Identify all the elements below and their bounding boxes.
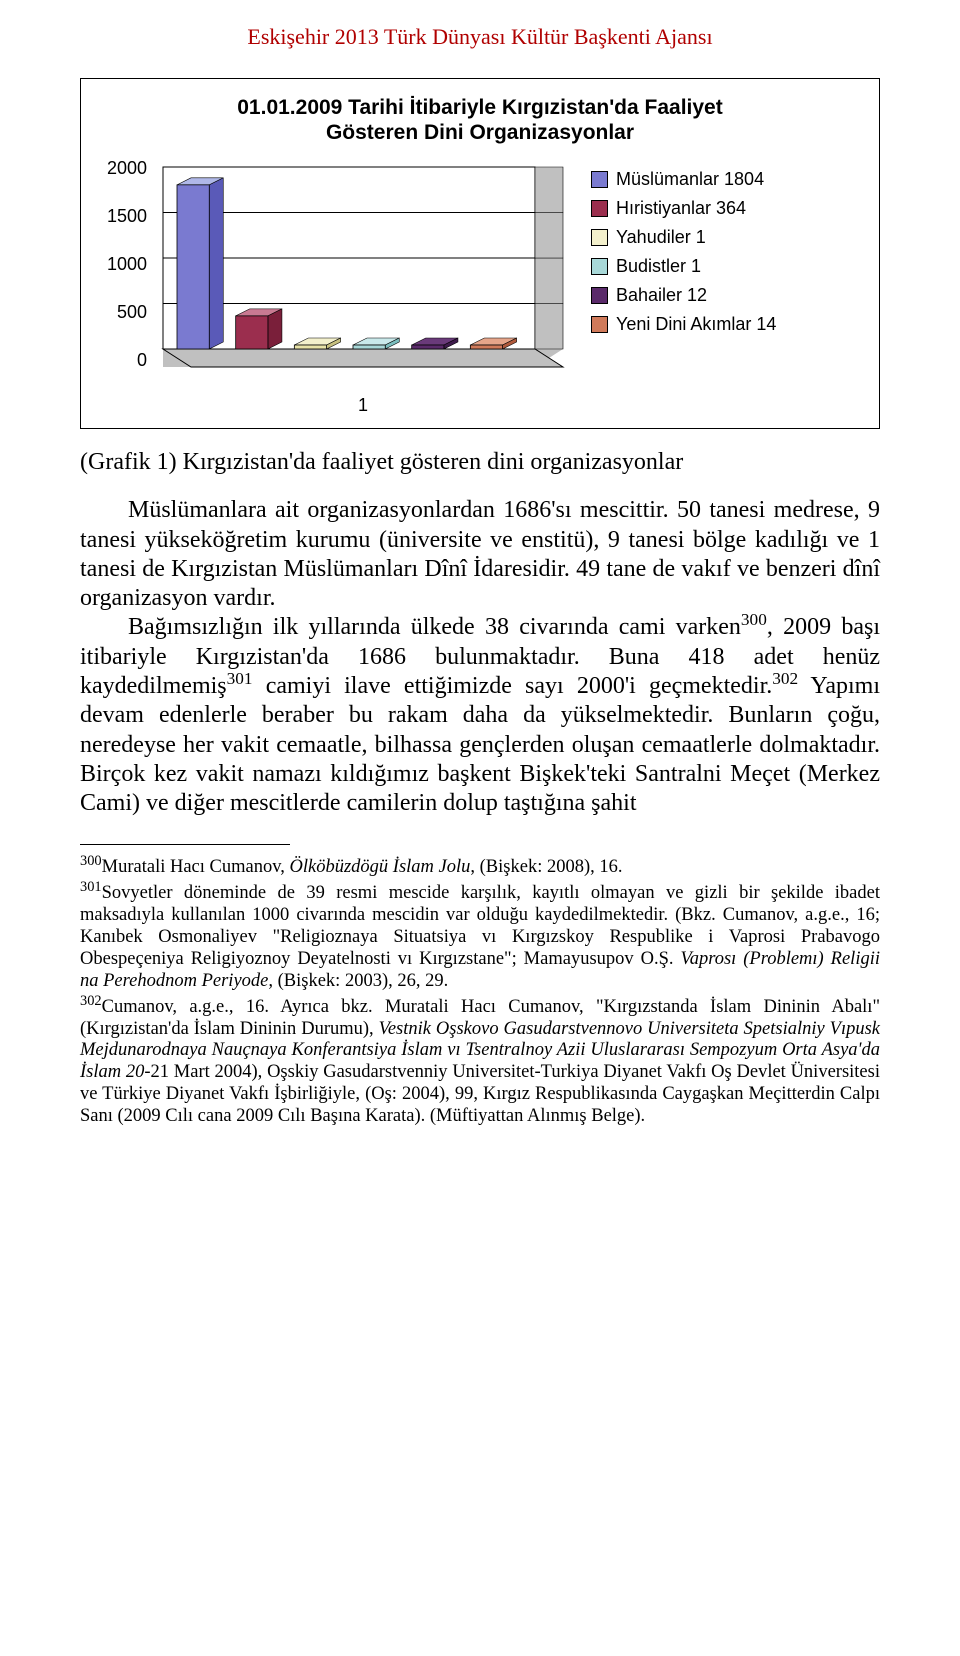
ytick-3: 500 <box>93 303 147 321</box>
running-head: Eskişehir 2013 Türk Dünyası Kültür Başke… <box>80 24 880 50</box>
legend-label-5: Yeni Dini Akımlar 14 <box>616 314 776 335</box>
x-axis-label: 1 <box>153 395 573 416</box>
chart-caption: (Grafik 1) Kırgızistan'da faaliyet göste… <box>80 449 880 476</box>
legend-label-2: Yahudiler 1 <box>616 227 706 248</box>
footnotes: 300Muratali Hacı Cumanov, Ölköbüzdögü İs… <box>80 853 880 1127</box>
sup-301: 301 <box>227 669 253 688</box>
legend-label-1: Hıristiyanlar 364 <box>616 198 746 219</box>
legend-label-0: Müslümanlar 1804 <box>616 169 764 190</box>
chart-svg <box>153 159 573 389</box>
footnote-300: 300Muratali Hacı Cumanov, Ölköbüzdögü İs… <box>80 853 880 879</box>
legend-swatch-5 <box>591 316 608 333</box>
legend-label-3: Budistler 1 <box>616 256 701 277</box>
ytick-0: 2000 <box>93 159 147 177</box>
body-text: Müslümanlara ait organizasyonlardan 1686… <box>80 496 880 818</box>
sup-302: 302 <box>772 669 798 688</box>
plot-area: 1 <box>153 159 573 416</box>
para-1: Müslümanlara ait organizasyonlardan 1686… <box>80 496 880 613</box>
ytick-4: 0 <box>93 351 147 369</box>
legend-item-4: Bahailer 12 <box>591 285 776 306</box>
legend-swatch-2 <box>591 229 608 246</box>
footnote-302: 302Cumanov, a.g.e., 16. Ayrıca bkz. Mura… <box>80 993 880 1128</box>
chart-title-line2: Gösteren Dini Organizasyonlar <box>326 121 634 144</box>
para-2: Bağımsızlığın ilk yıllarında ülkede 38 c… <box>80 613 880 818</box>
chart-title: 01.01.2009 Tarihi İtibariyle Kırgızistan… <box>93 95 867 145</box>
legend-item-2: Yahudiler 1 <box>591 227 776 248</box>
plot-svg-wrap <box>153 159 573 389</box>
ytick-1: 1500 <box>93 207 147 225</box>
legend-item-0: Müslümanlar 1804 <box>591 169 776 190</box>
legend: Müslümanlar 1804 Hıristiyanlar 364 Yahud… <box>591 169 776 343</box>
sup-300: 300 <box>741 610 767 629</box>
chart-container: 01.01.2009 Tarihi İtibariyle Kırgızistan… <box>80 78 880 429</box>
chart-title-line1: 01.01.2009 Tarihi İtibariyle Kırgızistan… <box>237 96 722 119</box>
ytick-2: 1000 <box>93 255 147 273</box>
legend-item-1: Hıristiyanlar 364 <box>591 198 776 219</box>
legend-item-3: Budistler 1 <box>591 256 776 277</box>
chart-area: 2000 1500 1000 500 0 1 Müslümanlar 1804 <box>93 159 867 416</box>
y-axis: 2000 1500 1000 500 0 <box>93 159 147 369</box>
legend-label-4: Bahailer 12 <box>616 285 707 306</box>
footnote-divider <box>80 844 290 845</box>
legend-swatch-0 <box>591 171 608 188</box>
page: Eskişehir 2013 Türk Dünyası Kültür Başke… <box>0 0 960 1168</box>
legend-swatch-4 <box>591 287 608 304</box>
footnote-301: 301Sovyetler döneminde de 39 resmi mesci… <box>80 879 880 992</box>
legend-swatch-1 <box>591 200 608 217</box>
legend-swatch-3 <box>591 258 608 275</box>
legend-item-5: Yeni Dini Akımlar 14 <box>591 314 776 335</box>
